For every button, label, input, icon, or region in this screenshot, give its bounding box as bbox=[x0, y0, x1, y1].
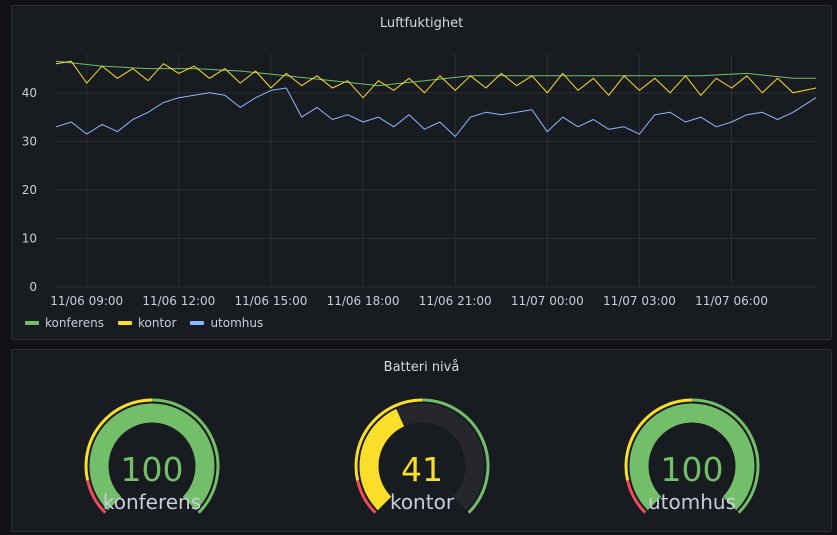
battery-panel: Batteri nivå 100 konferens 41 kontor 100… bbox=[11, 349, 832, 532]
legend-swatch-kontor bbox=[118, 321, 132, 325]
humidity-chart: 0 10 20 30 40 11/06 09:00 11/06 12:00 11/06 15:… bbox=[22, 54, 817, 308]
gauge-label: konferens bbox=[102, 490, 202, 514]
y-tick-label: 20 bbox=[22, 183, 37, 197]
battery-panel-title[interactable]: Batteri nivå bbox=[383, 360, 460, 375]
gauge-konferens: 100 konferens bbox=[82, 386, 222, 526]
series-line-utomhus bbox=[55, 87, 817, 137]
chart-legend: konferens kontor utomhus bbox=[25, 316, 263, 330]
x-tick-label: 11/07 06:00 bbox=[695, 294, 768, 308]
gauge-threshold-band bbox=[84, 398, 153, 481]
legend-label: konferens bbox=[45, 316, 104, 330]
x-tick-label: 11/06 12:00 bbox=[142, 294, 215, 308]
gauge-kontor: 41 kontor bbox=[352, 386, 492, 526]
gauge-konferens-arc bbox=[84, 398, 220, 514]
gauge-threshold-band bbox=[354, 398, 423, 481]
legend-item-utomhus[interactable]: utomhus bbox=[190, 316, 263, 330]
series-line-konferens bbox=[55, 60, 816, 87]
gauge-value: 100 bbox=[660, 450, 724, 489]
x-tick-label: 11/07 00:00 bbox=[511, 294, 584, 308]
gauge-kontor-arc bbox=[354, 398, 490, 514]
gauge-fill bbox=[89, 403, 215, 511]
gauge-threshold-band bbox=[626, 480, 647, 514]
gauge-threshold-band bbox=[421, 398, 490, 514]
x-tick-label: 11/06 18:00 bbox=[327, 294, 400, 308]
x-tick-label: 11/06 09:00 bbox=[50, 294, 123, 308]
legend-item-konferens[interactable]: konferens bbox=[25, 316, 104, 330]
y-tick-label: 40 bbox=[22, 86, 37, 100]
gauge-label: kontor bbox=[389, 490, 455, 514]
legend-swatch-utomhus bbox=[190, 321, 205, 325]
gauge-threshold-band bbox=[86, 480, 107, 514]
gauge-utomhus: 100 utomhus bbox=[622, 386, 762, 526]
gauge-threshold-band bbox=[356, 480, 377, 514]
gauge-value: 100 bbox=[120, 450, 184, 489]
legend-swatch-konferens bbox=[25, 321, 39, 325]
gauge-fill bbox=[629, 403, 755, 511]
gauge-threshold-band bbox=[691, 398, 760, 514]
x-tick-label: 11/06 15:00 bbox=[234, 294, 307, 308]
gauge-fill bbox=[359, 409, 405, 511]
y-tick-label: 10 bbox=[22, 231, 37, 245]
gauge-label: utomhus bbox=[647, 490, 736, 514]
legend-label: utomhus bbox=[210, 316, 264, 330]
y-tick-label: 0 bbox=[29, 280, 37, 294]
gauge-utomhus-arc bbox=[624, 398, 760, 514]
x-tick-label: 11/07 03:00 bbox=[603, 294, 676, 308]
humidity-panel-title[interactable]: Luftfuktighet bbox=[379, 16, 464, 31]
gauge-threshold-band bbox=[624, 398, 693, 481]
gauge-threshold-band bbox=[151, 398, 220, 514]
gauge-value: 41 bbox=[401, 450, 443, 489]
x-tick-label: 11/06 21:00 bbox=[419, 294, 492, 308]
legend-item-kontor[interactable]: kontor bbox=[118, 316, 176, 330]
series-line-kontor bbox=[55, 60, 817, 99]
y-tick-label: 30 bbox=[22, 134, 37, 148]
humidity-panel: Luftfuktighet 0 10 20 30 40 11/06 09:00 11/06 … bbox=[11, 5, 832, 340]
legend-label: kontor bbox=[138, 316, 177, 330]
